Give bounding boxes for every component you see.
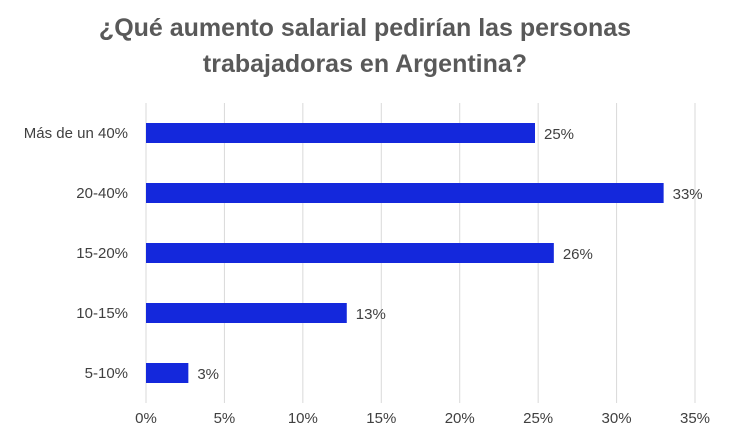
x-tick-label-0: 0% (135, 410, 157, 427)
chart-title-line-2: trabajadoras en Argentina? (202, 50, 528, 78)
bar-2 (146, 243, 554, 263)
data-label-2: 26% (563, 246, 593, 263)
data-label-0: 25% (544, 126, 574, 143)
category-label-0: Más de un 40% (24, 125, 128, 142)
bar-1 (146, 183, 664, 203)
x-tick-label-7: 35% (680, 410, 710, 427)
x-tick-label-1: 5% (214, 410, 236, 427)
bar-0 (146, 123, 536, 143)
x-tick-label-4: 20% (445, 410, 475, 427)
category-label-3: 10-15% (76, 305, 128, 322)
data-label-4: 3% (197, 366, 219, 383)
x-tick-label-5: 25% (523, 410, 553, 427)
category-label-2: 15-20% (76, 245, 128, 262)
data-label-3: 13% (356, 306, 386, 323)
data-label-1: 33% (673, 186, 703, 203)
chart-title: ¿Qué aumento salarial pedirían las perso… (0, 10, 730, 82)
category-label-4: 5-10% (85, 365, 128, 382)
bar-3 (146, 303, 347, 323)
category-label-1: 20-40% (76, 185, 128, 202)
x-tick-label-2: 10% (288, 410, 318, 427)
chart-title-line-1: ¿Qué aumento salarial pedirían las perso… (98, 14, 632, 42)
x-tick-label-3: 15% (366, 410, 396, 427)
x-tick-label-6: 30% (602, 410, 632, 427)
bar-4 (146, 363, 189, 383)
